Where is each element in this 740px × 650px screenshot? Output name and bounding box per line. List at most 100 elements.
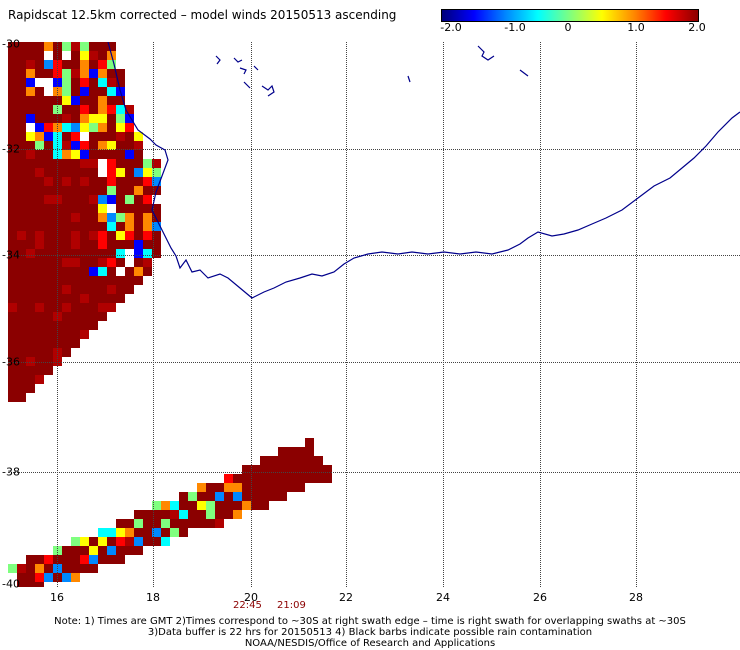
wind-cell xyxy=(116,150,125,159)
wind-cell xyxy=(8,357,17,366)
wind-cell xyxy=(98,231,107,240)
lon-label: 28 xyxy=(629,591,643,604)
wind-cell xyxy=(80,150,89,159)
wind-cell xyxy=(44,573,53,582)
colorbar-tick: 2.0 xyxy=(688,21,706,34)
wind-cell xyxy=(80,168,89,177)
wind-cell xyxy=(26,285,35,294)
wind-cell xyxy=(80,249,89,258)
wind-cell xyxy=(80,321,89,330)
wind-cell xyxy=(35,231,44,240)
wind-cell xyxy=(170,528,179,537)
gridline-lat xyxy=(8,362,740,363)
wind-cell xyxy=(143,168,152,177)
wind-cell xyxy=(98,141,107,150)
wind-cell xyxy=(296,456,305,465)
wind-cell xyxy=(116,105,125,114)
wind-cell xyxy=(44,366,53,375)
wind-cell xyxy=(17,69,26,78)
wind-cell xyxy=(161,537,170,546)
wind-cell xyxy=(35,312,44,321)
wind-cell xyxy=(44,555,53,564)
wind-cell xyxy=(107,294,116,303)
wind-cell xyxy=(134,258,143,267)
wind-cell xyxy=(71,213,80,222)
wind-cell xyxy=(116,132,125,141)
wind-cell xyxy=(152,222,161,231)
wind-cell xyxy=(116,285,125,294)
wind-cell xyxy=(305,438,314,447)
wind-cell xyxy=(125,528,134,537)
wind-cell xyxy=(242,492,251,501)
wind-cell xyxy=(62,249,71,258)
wind-cell xyxy=(134,186,143,195)
wind-cell xyxy=(35,132,44,141)
wind-cell xyxy=(215,510,224,519)
wind-cell xyxy=(62,159,71,168)
wind-cell xyxy=(26,555,35,564)
lat-label: -30 xyxy=(2,37,20,51)
wind-cell xyxy=(26,375,35,384)
wind-cell xyxy=(116,231,125,240)
wind-cell xyxy=(206,501,215,510)
wind-cell xyxy=(71,159,80,168)
wind-cell xyxy=(116,141,125,150)
wind-cell xyxy=(125,231,134,240)
wind-cell xyxy=(107,258,116,267)
wind-cell xyxy=(143,213,152,222)
wind-cell xyxy=(17,123,26,132)
wind-cell xyxy=(170,501,179,510)
wind-cell xyxy=(8,105,17,114)
wind-cell xyxy=(8,375,17,384)
wind-cell xyxy=(98,78,107,87)
wind-cell xyxy=(89,168,98,177)
wind-cell xyxy=(44,114,53,123)
wind-cell xyxy=(80,60,89,69)
wind-cell xyxy=(17,150,26,159)
wind-cell xyxy=(89,51,98,60)
wind-cell xyxy=(107,285,116,294)
wind-cell xyxy=(8,168,17,177)
wind-cell xyxy=(80,267,89,276)
wind-cell xyxy=(26,159,35,168)
wind-cell xyxy=(44,123,53,132)
wind-cell xyxy=(143,186,152,195)
wind-cell xyxy=(71,123,80,132)
wind-cell xyxy=(80,42,89,51)
wind-cell xyxy=(35,348,44,357)
wind-cell xyxy=(89,285,98,294)
colorbar-tick: 0 xyxy=(564,21,572,34)
wind-cell xyxy=(125,240,134,249)
wind-cell xyxy=(116,78,125,87)
wind-cell xyxy=(98,42,107,51)
wind-cell xyxy=(179,492,188,501)
wind-cell xyxy=(62,78,71,87)
wind-cell xyxy=(35,294,44,303)
wind-cell xyxy=(296,483,305,492)
wind-cell xyxy=(8,213,17,222)
wind-cell xyxy=(71,186,80,195)
wind-cell xyxy=(125,204,134,213)
wind-cell xyxy=(8,366,17,375)
gridline-lat xyxy=(8,255,740,256)
wind-cell xyxy=(71,78,80,87)
wind-cell xyxy=(143,159,152,168)
wind-cell xyxy=(107,78,116,87)
wind-cell xyxy=(35,267,44,276)
wind-cell xyxy=(71,231,80,240)
wind-cell xyxy=(116,168,125,177)
wind-cell xyxy=(98,69,107,78)
wind-cell xyxy=(89,132,98,141)
wind-cell xyxy=(8,177,17,186)
wind-cell xyxy=(62,231,71,240)
wind-cell xyxy=(143,222,152,231)
wind-cell xyxy=(98,159,107,168)
wind-cell xyxy=(17,339,26,348)
wind-cell xyxy=(62,177,71,186)
wind-cell xyxy=(197,492,206,501)
wind-cell xyxy=(26,348,35,357)
wind-cell xyxy=(26,267,35,276)
wind-cell xyxy=(89,87,98,96)
wind-cell xyxy=(80,303,89,312)
wind-cell xyxy=(125,519,134,528)
